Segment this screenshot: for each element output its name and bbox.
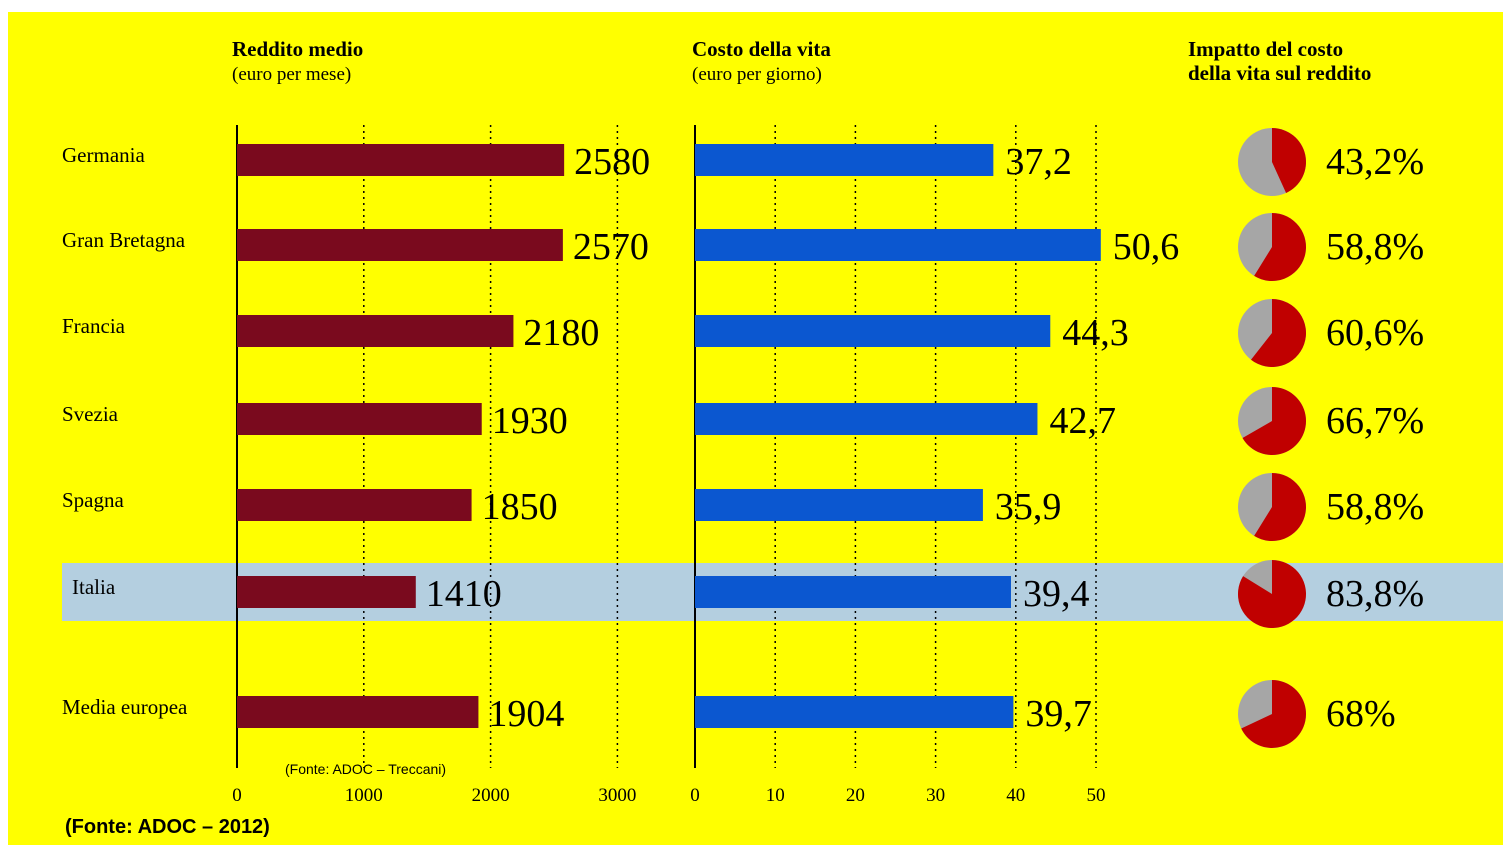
x-tick-label: 0 [232, 785, 242, 806]
bar-value-label: 1930 [492, 400, 568, 442]
bar-costo [695, 489, 983, 521]
bar-reddito [237, 144, 565, 176]
pie-value-label: 60,6% [1326, 312, 1424, 354]
pie-slice [1241, 680, 1307, 748]
bar-costo [695, 696, 1014, 728]
pie-slice [1242, 387, 1306, 455]
pie-slice [1238, 560, 1307, 628]
category-label: Spagna [62, 488, 125, 512]
bar-value-label: 1850 [482, 486, 558, 528]
category-label: Gran Bretagna [62, 228, 186, 252]
category-label: Italia [72, 575, 116, 599]
pie-slice [1250, 299, 1307, 367]
x-tick-label: 20 [846, 785, 865, 806]
bar-costo [695, 229, 1101, 261]
bar-reddito [237, 403, 482, 435]
bar-costo [695, 403, 1038, 435]
bar-value-label: 39,4 [1023, 573, 1090, 615]
bar-reddito [237, 229, 563, 261]
pie-slice [1272, 128, 1306, 193]
bar-value-label: 39,7 [1025, 693, 1092, 735]
x-tick-label: 50 [1087, 785, 1106, 806]
subtitle-reddito: (euro per mese) [232, 64, 351, 85]
bar-value-label: 42,7 [1049, 400, 1116, 442]
bar-costo [695, 144, 994, 176]
bar-reddito [237, 489, 472, 521]
source-inner: (Fonte: ADOC – Treccani) [285, 761, 446, 777]
source-footer: (Fonte: ADOC – 2012) [65, 816, 270, 838]
bar-reddito [237, 315, 514, 347]
bar-reddito [237, 696, 479, 728]
bar-costo [695, 315, 1051, 347]
pie-value-label: 43,2% [1326, 141, 1424, 183]
bar-value-label: 1904 [488, 693, 564, 735]
pie-slice [1254, 213, 1307, 281]
bar-value-label: 2580 [574, 141, 650, 183]
bar-value-label: 35,9 [995, 486, 1061, 528]
bar-reddito [237, 576, 416, 608]
x-tick-label: 1000 [345, 785, 383, 806]
x-tick-label: 30 [926, 785, 945, 806]
x-tick-label: 40 [1006, 785, 1025, 806]
bar-value-label: 44,3 [1062, 312, 1129, 354]
bar-costo [695, 576, 1011, 608]
category-label: Germania [62, 143, 145, 167]
pie-value-label: 83,8% [1326, 573, 1424, 615]
x-tick-label: 0 [690, 785, 700, 806]
category-label: Svezia [62, 402, 119, 426]
pie-value-label: 66,7% [1326, 400, 1424, 442]
pie-slice [1254, 473, 1307, 542]
bar-value-label: 50,6 [1113, 226, 1180, 268]
bar-value-label: 1410 [426, 573, 502, 615]
x-tick-label: 10 [766, 785, 785, 806]
title-impatto: Impatto del costo della vita sul reddito [1188, 37, 1371, 85]
pie-value-label: 58,8% [1326, 486, 1424, 528]
category-label: Media europea [62, 695, 188, 719]
subtitle-costo: (euro per giorno) [692, 64, 822, 85]
x-tick-label: 3000 [598, 785, 636, 806]
pie-value-label: 68% [1326, 693, 1396, 735]
bar-value-label: 2180 [523, 312, 599, 354]
x-tick-label: 2000 [472, 785, 510, 806]
pie-value-label: 58,8% [1326, 226, 1424, 268]
title-costo: Costo della vita [692, 37, 831, 61]
bar-value-label: 37,2 [1005, 141, 1072, 183]
title-reddito: Reddito medio [232, 37, 363, 61]
category-label: Francia [62, 314, 126, 338]
bar-value-label: 2570 [573, 226, 649, 268]
